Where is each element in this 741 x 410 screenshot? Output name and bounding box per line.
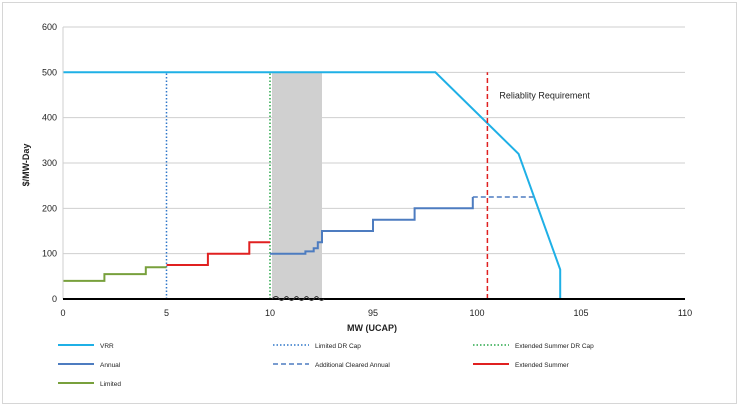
x-tick-label: 0	[60, 308, 65, 318]
legend-label: VRR	[100, 343, 114, 350]
x-tick-label: 10	[265, 308, 275, 318]
legend-label: Extended Summer DR Cap	[515, 343, 594, 350]
x-tick-label: 5	[164, 308, 169, 318]
legend-label: Limited DR Cap	[315, 343, 361, 350]
y-tick-label: 500	[42, 67, 57, 77]
y-tick-label: 300	[42, 158, 57, 168]
axis-layer: 0 100 200 300 400 500 600 0 5 10 95 100 105 110	[42, 22, 692, 318]
x-axis-label: MW (UCAP)	[347, 323, 397, 333]
legend: VRR Limited DR Cap Extended Summer DR Cap A…	[58, 343, 594, 388]
y-tick-label: 0	[52, 294, 57, 304]
series-vrr	[63, 71, 562, 299]
legend-label: Extended Summer	[515, 362, 570, 369]
chart-frame: 0 100 200 300 400 500 600 0 5 10 95 100 105 110 $/MW-…	[2, 2, 737, 404]
legend-label: Additional Cleared Annual	[315, 362, 390, 369]
y-tick-label: 600	[42, 22, 57, 32]
x-tick-label: 95	[368, 308, 378, 318]
y-tick-label: 200	[42, 203, 57, 213]
y-tick-label: 400	[42, 113, 57, 123]
series-extended-summer	[166, 241, 270, 266]
y-tick-label: 100	[42, 249, 57, 259]
vrr-chart: 0 100 200 300 400 500 600 0 5 10 95 100 105 110 $/MW-…	[21, 22, 692, 388]
series-layer	[63, 71, 562, 299]
series-limited	[63, 266, 167, 282]
legend-label: Annual	[100, 362, 121, 369]
x-tick-label: 110	[678, 308, 692, 318]
reliability-requirement-annotation: Reliablity Requirement	[499, 91, 590, 101]
x-tick-label: 105	[573, 308, 588, 318]
shaded-region	[272, 72, 322, 299]
x-tick-label: 100	[469, 308, 484, 318]
series-annual	[270, 197, 474, 255]
legend-label: Limited	[100, 381, 121, 388]
y-axis-label: $/MW-Day	[21, 144, 31, 187]
axis-break-mark	[271, 296, 325, 301]
shaded-region-layer	[272, 72, 322, 299]
